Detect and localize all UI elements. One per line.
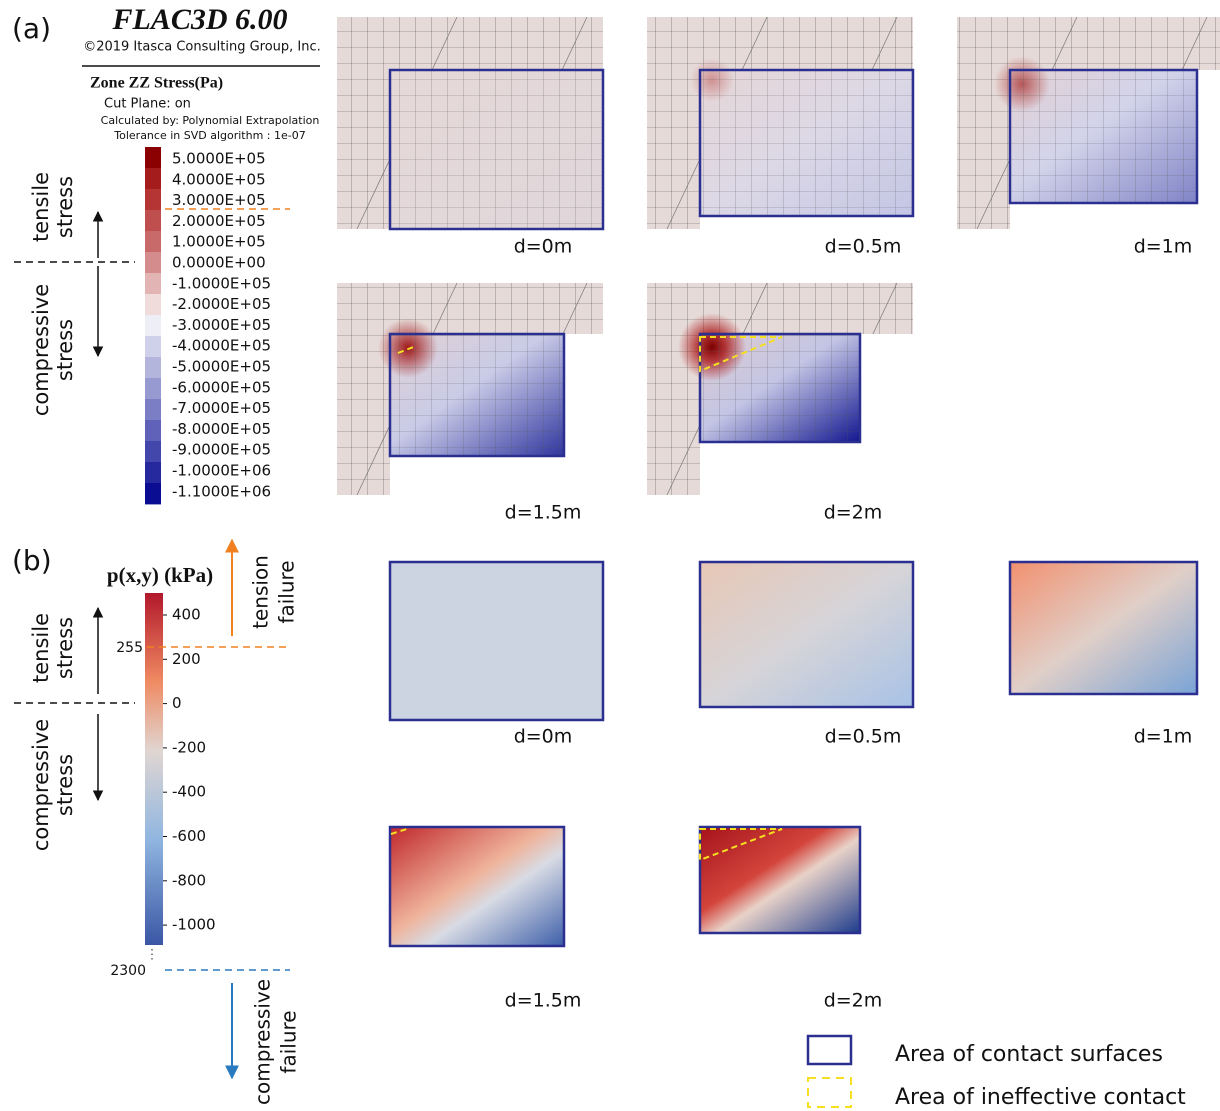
colorbar-label: 1.0000E+05 xyxy=(172,233,266,251)
colorbar-block xyxy=(145,399,161,420)
annotation: failure xyxy=(277,1010,301,1073)
pressure-field xyxy=(1010,562,1197,694)
colorbar-block xyxy=(145,294,161,315)
caption: d=0m xyxy=(514,236,573,258)
info: Calculated by: Polynomial Extrapolation xyxy=(101,114,320,127)
caption: d=1.5m xyxy=(505,990,582,1012)
colorbar-label: 4.0000E+05 xyxy=(172,170,266,188)
blank xyxy=(700,216,913,229)
colorbar-block xyxy=(145,441,161,462)
legend-symbol xyxy=(808,1078,851,1107)
tick-label: -800 xyxy=(172,871,206,889)
caption: d=1m xyxy=(1134,726,1193,748)
colorbar-block xyxy=(145,483,161,504)
annotation: tensile xyxy=(29,613,53,683)
legend-label: Area of contact surfaces xyxy=(895,1042,1163,1067)
legend-label: Area of ineffective contact xyxy=(895,1085,1186,1110)
colorbar-label: 0.0000E+00 xyxy=(172,254,266,272)
colorbar-block xyxy=(145,420,161,441)
annotation: stress xyxy=(53,176,77,238)
colorbar-block xyxy=(145,378,161,399)
caption: d=0.5m xyxy=(825,236,902,258)
blank xyxy=(564,334,603,495)
mesh-grid xyxy=(1010,70,1197,203)
colorbar-label: -7.0000E+05 xyxy=(172,399,271,417)
pressure-field xyxy=(700,827,860,933)
pressure-field xyxy=(390,827,564,946)
colorbar-label: -8.0000E+05 xyxy=(172,420,271,438)
annotation: stress xyxy=(53,617,77,679)
caption: d=0m xyxy=(514,726,573,748)
colorbar-label: 2.0000E+05 xyxy=(172,212,266,230)
pressure-field xyxy=(700,562,913,707)
mesh-grid xyxy=(700,70,913,216)
colorbar-block xyxy=(145,315,161,336)
colorbar-block xyxy=(145,147,161,168)
caption: d=2m xyxy=(824,502,883,524)
legend-symbol xyxy=(808,1036,851,1064)
blank xyxy=(1197,70,1220,229)
colorbar-block xyxy=(145,252,161,273)
caption: d=1m xyxy=(1134,236,1193,258)
colorbar-block xyxy=(145,210,161,231)
annotation: compressive xyxy=(29,719,53,851)
colorbar xyxy=(145,593,163,945)
colorbar-label: -4.0000E+05 xyxy=(172,337,271,355)
mesh-grid xyxy=(390,334,564,456)
annotation: failure xyxy=(275,560,299,623)
software-name: FLAC3D 6.00 xyxy=(111,3,287,36)
colorbar-label: -5.0000E+05 xyxy=(172,358,271,376)
colorbar-block xyxy=(145,357,161,378)
tick-label: 400 xyxy=(172,606,201,624)
pressure-field xyxy=(390,562,603,720)
annotation: stress xyxy=(53,754,77,816)
annotation: compressive xyxy=(251,979,275,1105)
colorbar-label: -3.0000E+05 xyxy=(172,316,271,334)
panel-label: (a) xyxy=(12,12,51,45)
threshold-label: 2300 xyxy=(110,963,146,979)
colorbar-label: 5.0000E+05 xyxy=(172,150,266,168)
colorbar-label: 3.0000E+05 xyxy=(172,191,266,209)
tick-label: 0 xyxy=(172,694,182,712)
annotation: compressive xyxy=(29,284,53,416)
tick-label: -200 xyxy=(172,738,206,756)
caption: d=2m xyxy=(824,990,883,1012)
annotation: tension xyxy=(249,555,273,629)
figure: (a) FLAC3D 6.00 ©2019 Itasca Consulting … xyxy=(0,0,1220,1111)
colorbar-label: -2.0000E+05 xyxy=(172,295,271,313)
colorbar-block xyxy=(145,168,161,189)
colorbar-label: -6.0000E+05 xyxy=(172,378,271,396)
blank xyxy=(1010,203,1220,229)
colorbar-label: -1.0000E+06 xyxy=(172,462,271,480)
colorbar-block xyxy=(145,231,161,252)
panel-label: (b) xyxy=(12,544,52,577)
info: Tolerance in SVD algorithm : 1e-07 xyxy=(113,129,305,142)
tick-label: -1000 xyxy=(172,916,216,934)
tick-label: 200 xyxy=(172,650,201,668)
colorbar-label: -9.0000E+05 xyxy=(172,441,271,459)
tick-label: -600 xyxy=(172,827,206,845)
info: Cut Plane: on xyxy=(104,97,191,112)
threshold-label: 255 xyxy=(116,640,143,656)
colorbar-block xyxy=(145,336,161,357)
annotation: stress xyxy=(53,319,77,381)
mesh-grid xyxy=(700,334,860,442)
mesh-grid xyxy=(390,70,603,229)
copyright: ©2019 Itasca Consulting Group, Inc. xyxy=(83,40,321,55)
colorbar-label: -1.1000E+06 xyxy=(172,482,271,500)
colorbar-block xyxy=(145,273,161,294)
caption: d=1.5m xyxy=(505,502,582,524)
blank xyxy=(860,334,913,495)
quantity: Zone ZZ Stress(Pa) xyxy=(90,75,223,92)
tick-label: -400 xyxy=(172,783,206,801)
caption: d=0.5m xyxy=(825,726,902,748)
annotation: tensile xyxy=(29,172,53,242)
colorbar-title: p(x,y) (kPa) xyxy=(107,563,213,587)
colorbar-label: -1.0000E+05 xyxy=(172,274,271,292)
colorbar-block xyxy=(145,189,161,210)
colorbar-block xyxy=(145,462,161,483)
